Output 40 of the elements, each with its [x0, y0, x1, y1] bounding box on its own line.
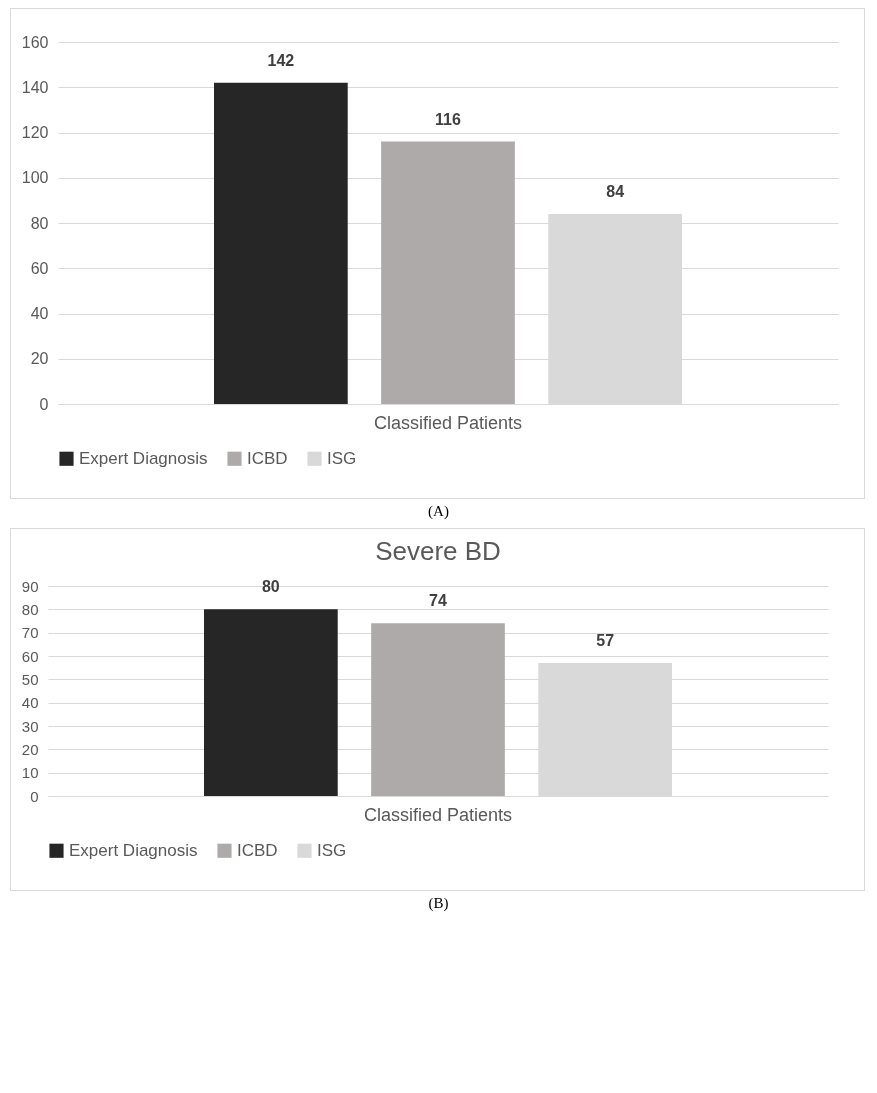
data-label: 116: [435, 110, 462, 128]
y-tick-label: 40: [30, 305, 49, 322]
legend-label: ICBD: [247, 448, 288, 468]
y-tick-label: 160: [21, 33, 49, 51]
y-tick-label: 140: [21, 78, 49, 96]
y-tick-label: 10: [21, 764, 39, 782]
y-tick-label: 30: [21, 717, 39, 735]
y-tick-label: 70: [21, 624, 39, 642]
bar: [381, 141, 515, 404]
chart-title: Severe BD: [375, 536, 501, 566]
legend-label: ISG: [317, 840, 347, 860]
y-tick-label: 20: [30, 350, 49, 368]
data-label: 80: [261, 578, 280, 596]
data-label: 57: [596, 632, 615, 649]
y-tick-label: 0: [30, 787, 39, 805]
legend-label: Expert Diagnosis: [79, 448, 208, 468]
y-tick-label: 60: [30, 259, 49, 277]
text: (B): [427, 895, 450, 912]
y-tick-label: 20: [21, 740, 39, 758]
x-tick-label: Classified Patients: [373, 412, 523, 433]
bar: [204, 609, 338, 796]
legend-label: Expert Diagnosis: [69, 840, 198, 860]
bar: [214, 82, 348, 404]
data-label: 142: [267, 51, 295, 69]
legend-label: ISG: [327, 448, 357, 468]
y-tick-label: 50: [21, 670, 39, 688]
y-tick-label: 0: [39, 395, 49, 413]
x-tick-label: Classified Patients: [363, 804, 513, 825]
y-tick-label: 40: [21, 694, 39, 712]
legend-label: ICBD: [237, 840, 278, 860]
y-tick-label: 80: [30, 214, 49, 232]
bar: [371, 623, 505, 796]
text: (A): [427, 503, 450, 520]
y-tick-label: 90: [21, 577, 39, 595]
data-label: 74: [429, 592, 447, 610]
y-tick-label: 100: [21, 169, 49, 187]
y-tick-label: 60: [21, 647, 39, 665]
y-tick-label: 80: [21, 600, 39, 618]
data-label: 84: [606, 182, 625, 200]
y-tick-label: 120: [21, 124, 49, 141]
